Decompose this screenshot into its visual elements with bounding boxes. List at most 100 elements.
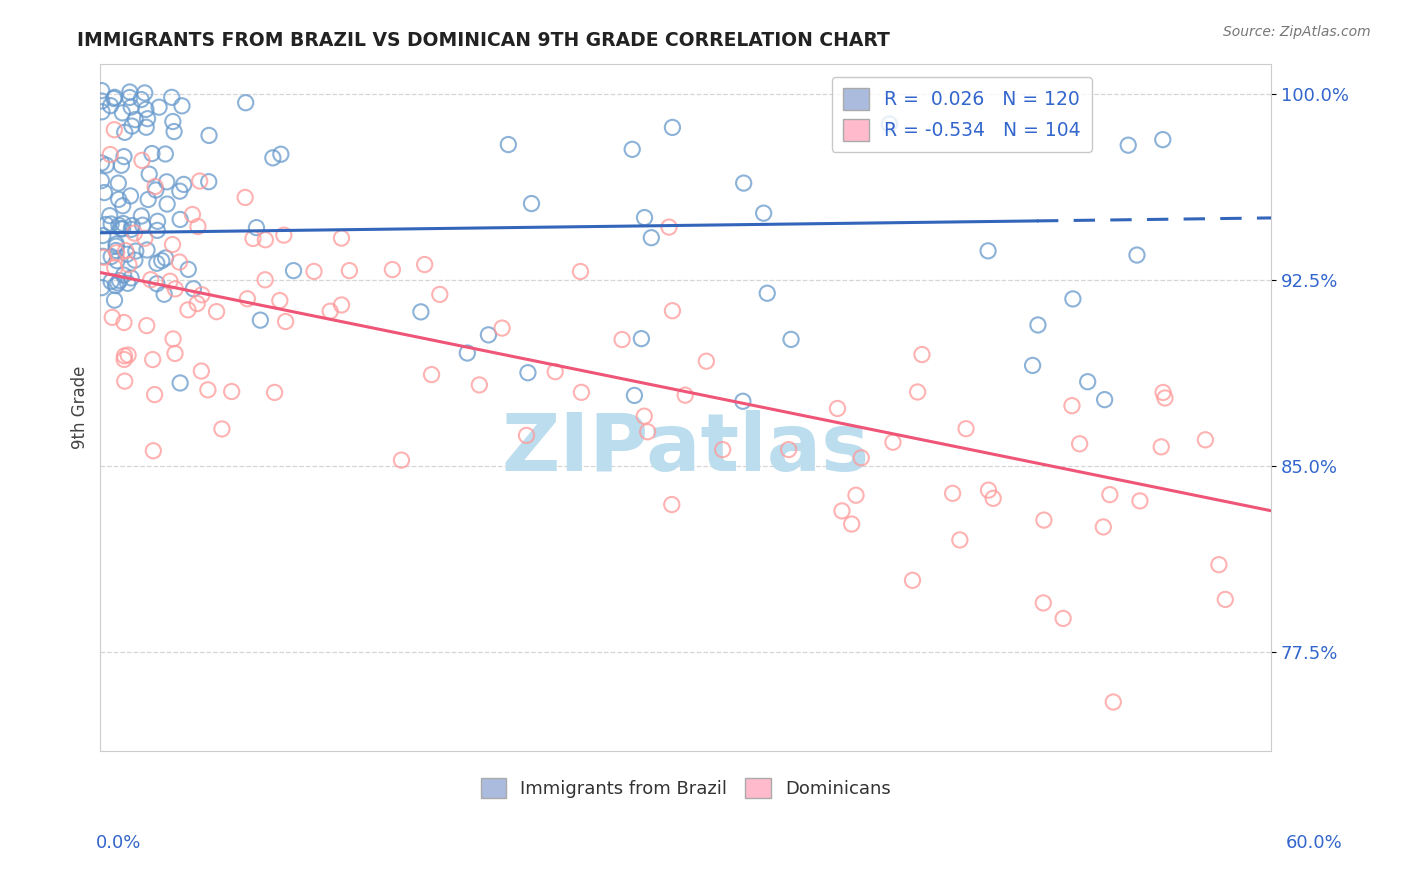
Point <box>117 277 139 291</box>
Point <box>138 167 160 181</box>
Point <box>112 268 135 282</box>
Point <box>120 189 142 203</box>
Point <box>155 251 177 265</box>
Point <box>107 276 129 290</box>
Point <box>100 217 122 231</box>
Point <box>105 239 128 253</box>
Point <box>882 435 904 450</box>
Point <box>118 90 141 104</box>
Point <box>177 262 200 277</box>
Point <box>118 85 141 99</box>
Point <box>146 277 169 291</box>
Point <box>640 230 662 244</box>
Point <box>108 274 131 288</box>
Point <box>91 104 114 119</box>
Point <box>1126 248 1149 262</box>
Point <box>163 124 186 138</box>
Point <box>120 222 142 236</box>
Point <box>105 253 128 268</box>
Point <box>752 206 775 220</box>
Point <box>845 488 868 502</box>
Point <box>391 453 413 467</box>
Point <box>142 443 165 458</box>
Text: IMMIGRANTS FROM BRAZIL VS DOMINICAN 9TH GRADE CORRELATION CHART: IMMIGRANTS FROM BRAZIL VS DOMINICAN 9TH … <box>77 31 890 50</box>
Point <box>160 90 183 104</box>
Point <box>107 176 129 190</box>
Point <box>124 253 146 268</box>
Point <box>129 93 152 107</box>
Point <box>269 293 291 308</box>
Point <box>112 352 135 367</box>
Text: 0.0%: 0.0% <box>96 834 141 852</box>
Point <box>93 186 115 200</box>
Point <box>955 422 977 436</box>
Point <box>103 91 125 105</box>
Point <box>136 243 159 257</box>
Point <box>135 103 157 117</box>
Point <box>103 293 125 307</box>
Point <box>96 158 118 172</box>
Point <box>105 244 128 258</box>
Point <box>191 287 214 301</box>
Point <box>197 175 219 189</box>
Point <box>103 122 125 136</box>
Point <box>120 100 142 114</box>
Point <box>381 262 404 277</box>
Point <box>302 264 325 278</box>
Point <box>198 128 221 143</box>
Point <box>633 211 655 225</box>
Legend: Immigrants from Brazil, Dominicans: Immigrants from Brazil, Dominicans <box>474 771 898 805</box>
Point <box>977 483 1000 497</box>
Point <box>91 249 114 263</box>
Text: 60.0%: 60.0% <box>1286 834 1343 852</box>
Point <box>901 574 924 588</box>
Point <box>188 174 211 188</box>
Point <box>131 153 153 168</box>
Point <box>139 273 162 287</box>
Point <box>162 237 184 252</box>
Point <box>90 94 112 108</box>
Point <box>169 376 191 390</box>
Point <box>112 316 135 330</box>
Point <box>571 385 593 400</box>
Text: Source: ZipAtlas.com: Source: ZipAtlas.com <box>1223 25 1371 39</box>
Point <box>159 274 181 288</box>
Point <box>100 250 122 264</box>
Point <box>169 255 191 269</box>
Point <box>477 327 499 342</box>
Point <box>108 219 131 233</box>
Point <box>273 228 295 243</box>
Point <box>94 218 117 232</box>
Point <box>125 244 148 258</box>
Point <box>190 364 212 378</box>
Point <box>661 303 683 318</box>
Point <box>115 247 138 261</box>
Point <box>169 212 191 227</box>
Point <box>1213 592 1236 607</box>
Point <box>673 388 696 402</box>
Point <box>134 86 156 100</box>
Point <box>221 384 243 399</box>
Point <box>112 150 135 164</box>
Point <box>420 368 443 382</box>
Point <box>249 313 271 327</box>
Point <box>1032 596 1054 610</box>
Point <box>827 401 849 416</box>
Point <box>156 175 179 189</box>
Point <box>1092 520 1115 534</box>
Point <box>981 491 1004 506</box>
Point <box>169 184 191 198</box>
Point <box>942 486 965 500</box>
Point <box>778 442 800 457</box>
Point <box>658 220 681 235</box>
Point <box>330 231 353 245</box>
Point <box>105 237 128 252</box>
Point <box>1094 392 1116 407</box>
Point <box>623 388 645 402</box>
Point <box>142 352 165 367</box>
Point <box>621 142 644 156</box>
Point <box>187 219 209 234</box>
Point <box>136 112 159 126</box>
Point <box>90 280 112 294</box>
Point <box>733 176 755 190</box>
